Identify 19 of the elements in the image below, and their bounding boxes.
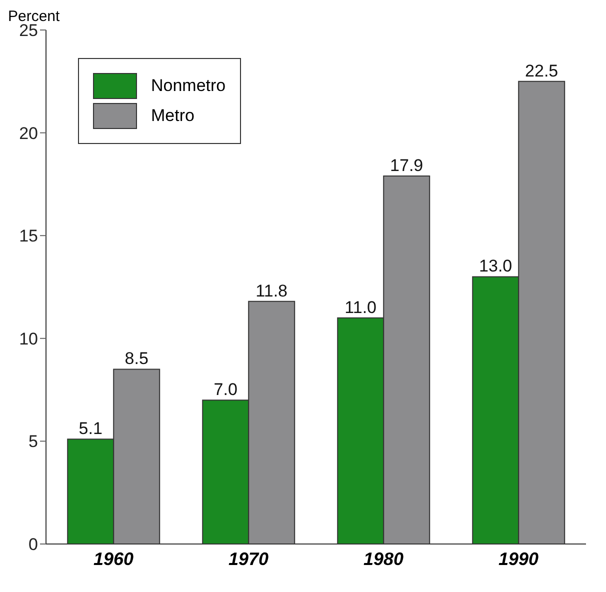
legend-label: Nonmetro [151, 76, 226, 96]
legend-label: Metro [151, 106, 194, 126]
x-tick-label: 1980 [363, 548, 404, 569]
y-tick-label: 5 [28, 432, 38, 452]
data-label: 7.0 [214, 380, 238, 400]
data-label: 11.0 [344, 298, 377, 317]
data-label: 22.5 [525, 61, 558, 80]
data-label: 8.5 [124, 349, 148, 368]
x-tick-label: 1990 [498, 548, 539, 569]
data-label: 17.9 [390, 156, 424, 175]
y-tick-label: 0 [28, 535, 38, 554]
y-tick-label: 10 [19, 329, 38, 348]
data-label: 5.1 [78, 419, 102, 438]
x-tick-label: 1960 [93, 548, 134, 569]
data-label: 11.8 [256, 281, 288, 300]
x-tick-label: 1970 [228, 548, 269, 569]
y-tick-label: 20 [19, 124, 38, 143]
y-tick-label: 15 [19, 226, 38, 246]
data-label: 13.0 [479, 256, 512, 276]
